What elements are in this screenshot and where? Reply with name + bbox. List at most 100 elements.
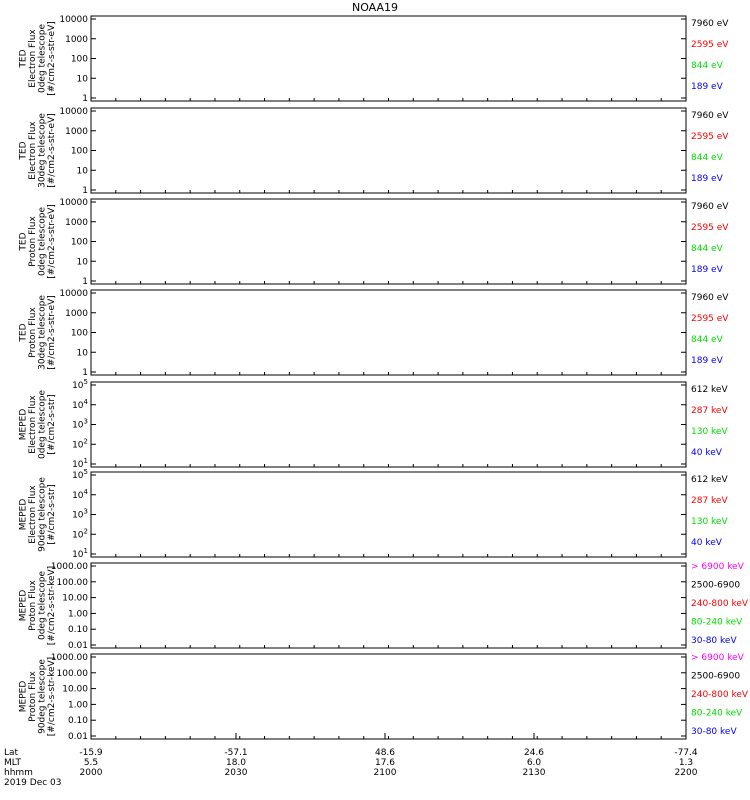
legend-entry: 130 keV: [691, 427, 728, 437]
y-axis-label: MEPEDProton Flux90deg telescope[#/cm2-s-…: [19, 657, 57, 736]
x-row-label-lat: Lat: [4, 748, 19, 758]
y-tick-label: 1: [82, 186, 88, 196]
y-tick-label: 10.00: [62, 594, 88, 604]
y-tick-label: 1: [82, 94, 88, 104]
panel-7: 1000.00 100.00 10.00 1.00 0.10 0.01 MEPEDProto…: [19, 562, 749, 651]
legend-entry: 2595 eV: [691, 314, 729, 324]
legend-entry: 844 eV: [691, 153, 724, 163]
y-tick-label: 1.00: [68, 609, 88, 619]
legend-entry: 30-80 keV: [691, 636, 737, 646]
y-tick-label: 0.10: [68, 625, 88, 635]
y-tick-label: 105: [72, 378, 88, 391]
legend-entry: 844 eV: [691, 244, 724, 254]
x-tick-label-lat: -15.9: [79, 748, 103, 758]
legend-entry: 80-240 keV: [691, 709, 743, 719]
y-tick-label: 10: [77, 74, 89, 84]
y-tick-label: 10: [77, 257, 89, 267]
y-tick-label: 10: [77, 348, 89, 358]
x-tick-label-hhmm: 2030: [225, 768, 248, 778]
y-tick-label: 10000: [59, 198, 88, 208]
x-tick-label-mlt: 17.6: [375, 758, 395, 768]
y-tick-label: 1: [82, 368, 88, 378]
x-tick-label-mlt: 6.0: [527, 758, 542, 768]
legend-entry: 287 keV: [691, 496, 728, 506]
y-tick-label: 1000: [65, 218, 88, 228]
y-tick-label: 0.01: [68, 732, 88, 742]
panel-2: 10000 1000 100 10 1 TEDElectron Flux30deg tel…: [19, 107, 730, 196]
y-tick-label: 100: [71, 329, 88, 339]
y-tick-label: 1.00: [68, 700, 88, 710]
y-tick-label: 100: [71, 147, 88, 157]
legend-entry: 189 eV: [691, 356, 724, 366]
y-tick-label: 1000: [65, 127, 88, 137]
x-tick-label-mlt: 5.5: [84, 758, 98, 768]
x-tick-label-hhmm: 2100: [374, 768, 397, 778]
legend-entry: 189 eV: [691, 174, 724, 184]
y-axis-label: MEPEDElectron Flux0deg telescope[#/cm2-s…: [19, 390, 57, 460]
x-tick-label-mlt: 18.0: [226, 758, 246, 768]
y-tick-label: 102: [72, 527, 88, 540]
figure-title: NOAA19: [352, 1, 398, 14]
x-tick-label-hhmm: 2200: [675, 768, 698, 778]
y-tick-label: 103: [72, 508, 88, 521]
y-axis-label: TEDElectron Flux0deg telescope[#/cm2-s-s…: [19, 21, 57, 96]
legend-entry: 130 keV: [691, 517, 728, 527]
panel-3: 10000 1000 100 10 1 TEDProton Flux0deg telesc…: [19, 198, 730, 287]
legend-entry: 30-80 keV: [691, 727, 737, 737]
legend-entry: 7960 eV: [691, 19, 729, 29]
plot-frame: [90, 107, 687, 194]
y-tick-label: 101: [72, 547, 88, 560]
legend-entry: 2595 eV: [691, 132, 729, 142]
y-tick-label: 10: [77, 166, 89, 176]
y-tick-label: 104: [72, 488, 88, 501]
y-tick-label: 10000: [59, 107, 88, 117]
y-tick-label: 102: [72, 437, 88, 450]
y-tick-label: 1000: [65, 35, 88, 45]
y-axis-label: TEDProton Flux0deg telescope[#/cm2-s-str…: [19, 204, 57, 279]
y-tick-label: 1000.00: [51, 562, 88, 572]
plot-frame: [90, 471, 687, 558]
y-tick-label: 0.01: [68, 641, 88, 651]
x-tick-label-lat: 48.6: [375, 748, 395, 758]
legend-entry: 2595 eV: [691, 40, 729, 50]
plot-frame: [90, 562, 687, 649]
legend-entry: 240-800 keV: [691, 690, 749, 700]
y-tick-label: 100: [71, 55, 88, 65]
x-tick-label-lat: -57.1: [224, 748, 247, 758]
legend-entry: > 6900 keV: [691, 562, 745, 572]
y-tick-label: 103: [72, 418, 88, 431]
legend-entry: 844 eV: [691, 61, 724, 71]
y-tick-label: 104: [72, 398, 88, 411]
plot-frame: [90, 653, 687, 740]
legend-entry: 2595 eV: [691, 223, 729, 233]
y-tick-label: 100.00: [57, 669, 89, 679]
x-tick-label-lat: -77.4: [674, 748, 698, 758]
legend-entry: 7960 eV: [691, 293, 729, 303]
plot-frame: [90, 198, 687, 285]
y-tick-label: 10.00: [62, 685, 88, 695]
y-tick-label: 1000: [65, 309, 88, 319]
x-row-label-hhmm: hhmm: [4, 768, 33, 778]
y-axis-label: TEDProton Flux30deg telescope[#/cm2-s-st…: [19, 295, 57, 370]
legend-entry: 844 eV: [691, 335, 724, 345]
y-tick-label: 1: [82, 277, 88, 287]
x-tick-label-hhmm: 2000: [80, 768, 103, 778]
y-tick-label: 100: [71, 238, 88, 248]
panel-4: 10000 1000 100 10 1 TEDProton Flux30deg teles…: [19, 289, 730, 378]
plot-frame: [90, 15, 687, 102]
legend-entry: 80-240 keV: [691, 618, 743, 628]
date-label: 2019 Dec 03: [4, 778, 62, 788]
legend-entry: 287 keV: [691, 406, 728, 416]
x-tick-label-hhmm: 2130: [523, 768, 546, 778]
x-row-label-mlt: MLT: [4, 758, 22, 768]
legend-entry: 189 eV: [691, 82, 724, 92]
plot-frame: [90, 289, 687, 376]
y-axis-label: TEDElectron Flux30deg telescope[#/cm2-s-…: [19, 113, 57, 188]
plot-frame: [90, 381, 687, 468]
y-tick-label: 100.00: [57, 578, 89, 588]
panel-1: 10000 1000 100 10 1 TEDElectron Flux0deg tele…: [19, 15, 730, 104]
legend-entry: 2500-6900: [691, 672, 740, 682]
